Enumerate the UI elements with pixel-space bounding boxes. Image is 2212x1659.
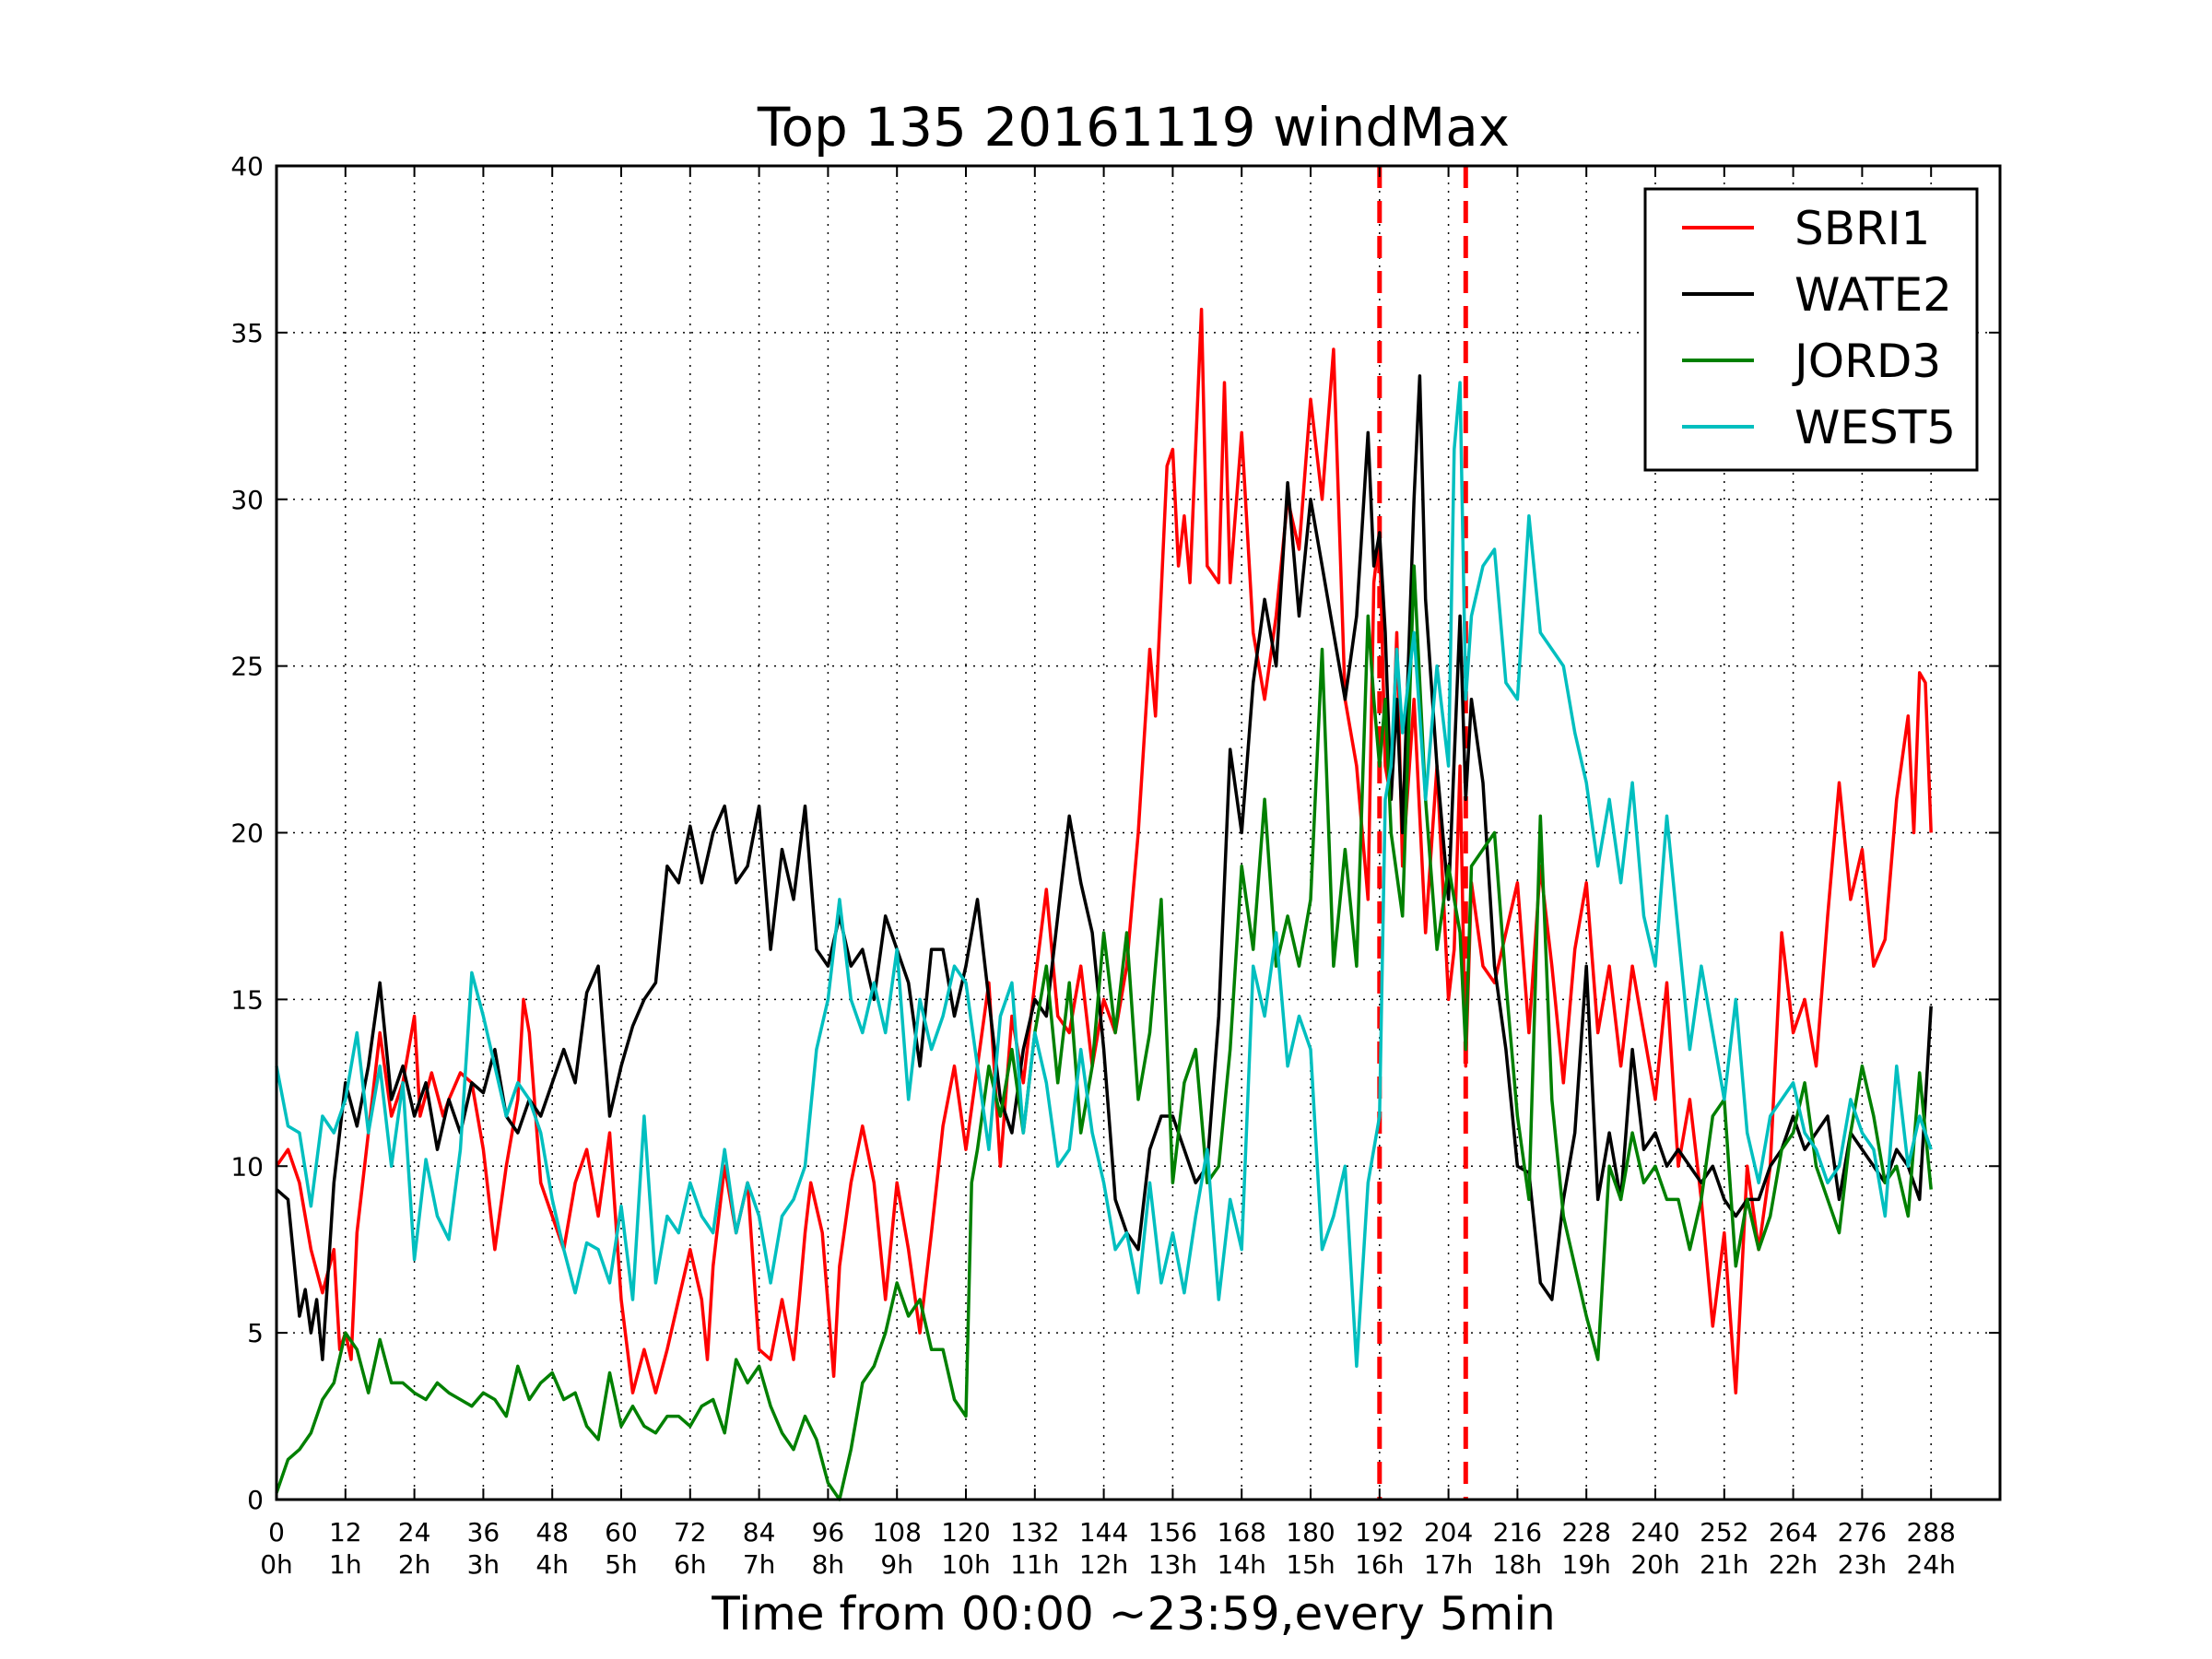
- y-tick-label: 20: [230, 818, 264, 849]
- x-tick-label-hour: 19h: [1562, 1549, 1611, 1580]
- reference-lines: [1377, 166, 1468, 1500]
- x-tick-label: 24: [398, 1517, 431, 1547]
- y-tick-label: 15: [230, 984, 264, 1015]
- series-line-wate2: [275, 374, 1933, 1361]
- x-tick-label-hour: 8h: [812, 1549, 845, 1580]
- y-tick-label: 30: [230, 485, 264, 515]
- x-tick-label: 84: [743, 1517, 776, 1547]
- legend-label: WATE2: [1794, 268, 1952, 322]
- legend-box: [1643, 187, 1979, 472]
- x-tick-label: 48: [535, 1517, 569, 1547]
- x-tick-label: 252: [1700, 1517, 1748, 1547]
- chart-title: Top 135 20161119 windMax: [757, 96, 1510, 159]
- x-axis-label: Time from 00:00 ~23:59,every 5min: [711, 1587, 1556, 1641]
- x-tick-label: 120: [941, 1517, 990, 1547]
- y-tick-label: 40: [230, 151, 264, 182]
- x-tick-label: 60: [605, 1517, 638, 1547]
- x-tick-label-hour: 20h: [1630, 1549, 1679, 1580]
- legend-label: WEST5: [1794, 401, 1956, 454]
- x-tick-label: 12: [329, 1517, 362, 1547]
- series-line-west5: [275, 381, 1933, 1369]
- y-tick-label: 5: [247, 1318, 264, 1348]
- x-tick-label-hour: 5h: [605, 1549, 638, 1580]
- x-tick-label-hour: 14h: [1218, 1549, 1266, 1580]
- x-tick-label: 72: [674, 1517, 707, 1547]
- x-tick-label: 36: [467, 1517, 500, 1547]
- x-tick-label-hour: 18h: [1493, 1549, 1542, 1580]
- x-tick-label: 276: [1838, 1517, 1887, 1547]
- x-tick-label-hour: 24h: [1907, 1549, 1956, 1580]
- x-tick-label-hour: 10h: [941, 1549, 990, 1580]
- y-tick-label: 25: [230, 652, 264, 682]
- series-line-sbri1: [275, 307, 1933, 1394]
- x-tick-label-hour: 11h: [1010, 1549, 1059, 1580]
- x-tick-label-hour: 22h: [1769, 1549, 1818, 1580]
- x-tick-label: 132: [1010, 1517, 1059, 1547]
- x-tick-label: 168: [1217, 1517, 1265, 1547]
- x-tick-label-hour: 15h: [1286, 1549, 1335, 1580]
- x-tick-label: 216: [1493, 1517, 1542, 1547]
- x-tick-label: 180: [1286, 1517, 1335, 1547]
- x-tick-label-hour: 4h: [535, 1549, 569, 1580]
- x-tick-label-hour: 21h: [1700, 1549, 1748, 1580]
- x-tick-label: 108: [872, 1517, 921, 1547]
- x-tick-label: 240: [1630, 1517, 1679, 1547]
- series-line-jord3: [275, 564, 1933, 1501]
- x-tick-label: 192: [1355, 1517, 1404, 1547]
- x-tick-label-hour: 0h: [260, 1549, 293, 1580]
- x-tick-label-hour: 7h: [743, 1549, 776, 1580]
- x-tick-label-hour: 3h: [467, 1549, 500, 1580]
- x-tick-label: 156: [1148, 1517, 1197, 1547]
- x-tick-label: 228: [1561, 1517, 1610, 1547]
- x-tick-label: 96: [812, 1517, 845, 1547]
- x-tick-label: 288: [1906, 1517, 1955, 1547]
- y-tick-label: 35: [230, 318, 264, 348]
- x-tick-label-hour: 9h: [880, 1549, 913, 1580]
- x-tick-label-hour: 17h: [1424, 1549, 1473, 1580]
- x-tick-label-hour: 23h: [1838, 1549, 1887, 1580]
- x-tick-label: 264: [1769, 1517, 1818, 1547]
- axis-ticks: 00h121h242h363h484h605h726h847h968h1089h…: [230, 151, 2000, 1580]
- legend-label: SBRI1: [1794, 202, 1930, 255]
- x-tick-label-hour: 1h: [329, 1549, 362, 1580]
- x-tick-label: 0: [268, 1517, 285, 1547]
- x-tick-label-hour: 2h: [398, 1549, 431, 1580]
- legend: SBRI1 WATE2 JORD3 WEST5: [1643, 187, 1979, 472]
- x-tick-label: 204: [1424, 1517, 1473, 1547]
- data-series: [275, 307, 1933, 1501]
- y-tick-label: 0: [247, 1485, 264, 1515]
- x-tick-label-hour: 16h: [1355, 1549, 1404, 1580]
- x-tick-label-hour: 13h: [1148, 1549, 1197, 1580]
- x-tick-label: 144: [1079, 1517, 1128, 1547]
- x-tick-label-hour: 12h: [1079, 1549, 1128, 1580]
- x-tick-label-hour: 6h: [674, 1549, 707, 1580]
- legend-label: JORD3: [1792, 335, 1941, 388]
- y-tick-label: 10: [230, 1151, 264, 1182]
